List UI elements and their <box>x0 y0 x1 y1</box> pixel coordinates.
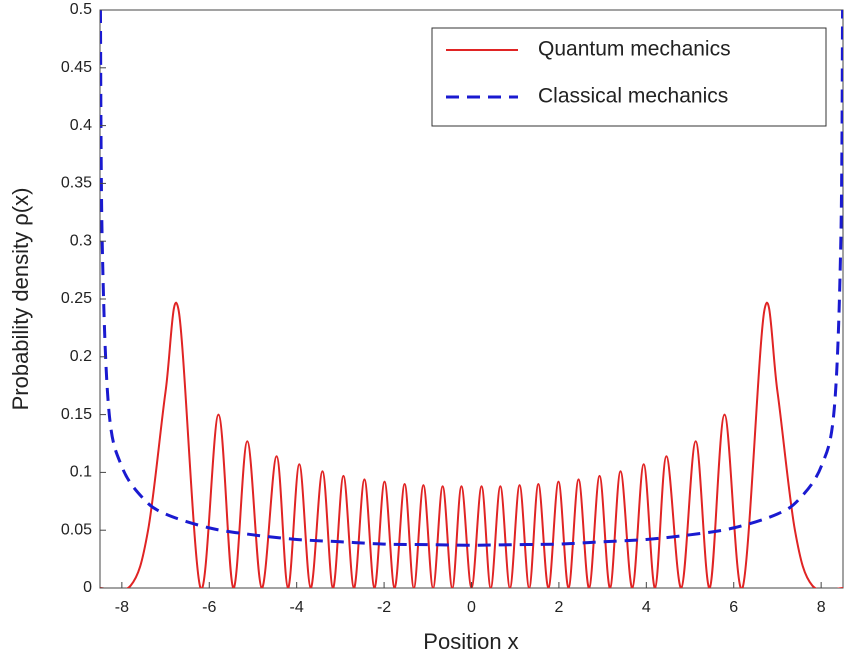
x-tick-label: 6 <box>729 599 738 616</box>
y-axis-label: Probability density ρ(x) <box>8 188 33 411</box>
y-tick-label: 0.5 <box>70 1 92 18</box>
x-tick-label: -4 <box>290 599 304 616</box>
series-line <box>100 301 843 588</box>
x-tick-label: 2 <box>554 599 563 616</box>
y-tick-label: 0.4 <box>70 117 92 134</box>
y-tick-label: 0 <box>83 579 92 596</box>
x-tick-label: 4 <box>642 599 651 616</box>
y-tick-label: 0.3 <box>70 232 92 249</box>
legend-label: Classical mechanics <box>538 85 728 108</box>
y-tick-label: 0.25 <box>61 290 92 307</box>
y-tick-label: 0.2 <box>70 348 92 365</box>
y-tick-label: 0.35 <box>61 175 92 192</box>
legend-label: Quantum mechanics <box>538 38 731 61</box>
x-tick-label: -2 <box>377 599 391 616</box>
y-tick-label: 0.15 <box>61 406 92 423</box>
x-tick-label: -8 <box>115 599 129 616</box>
x-tick-label: 0 <box>467 599 476 616</box>
x-tick-label: 8 <box>817 599 826 616</box>
x-axis-label: Position x <box>423 629 518 654</box>
legend-box <box>431 27 827 127</box>
y-tick-label: 0.45 <box>61 59 92 76</box>
series-line <box>100 10 843 547</box>
x-tick-label: -6 <box>202 599 216 616</box>
y-tick-label: 0.1 <box>70 464 92 481</box>
y-tick-label: 0.05 <box>61 521 92 538</box>
plot-lines <box>100 10 843 588</box>
